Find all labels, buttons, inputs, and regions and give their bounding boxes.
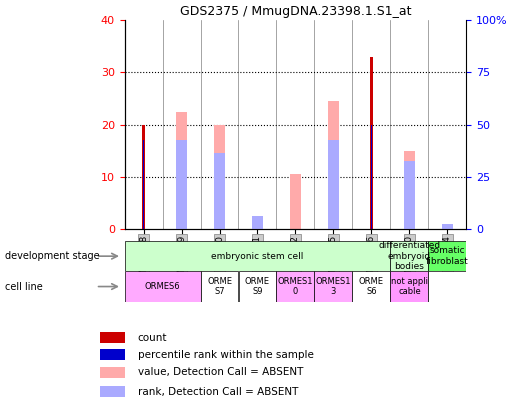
Bar xyxy=(125,271,200,302)
Text: ORME
S9: ORME S9 xyxy=(245,277,270,296)
Text: differentiated
embryoid
bodies: differentiated embryoid bodies xyxy=(378,241,440,271)
Bar xyxy=(238,271,277,302)
Bar xyxy=(143,140,145,229)
Bar xyxy=(352,271,391,302)
Text: ORME
S6: ORME S6 xyxy=(359,277,384,296)
Bar xyxy=(200,271,238,302)
Bar xyxy=(100,386,125,397)
Bar xyxy=(370,124,373,229)
Bar xyxy=(391,271,428,302)
Bar xyxy=(442,224,453,229)
Bar xyxy=(404,151,415,229)
Text: rank, Detection Call = ABSENT: rank, Detection Call = ABSENT xyxy=(138,387,298,397)
Text: cell line: cell line xyxy=(5,281,43,292)
Text: ORME
S7: ORME S7 xyxy=(207,277,232,296)
Bar xyxy=(252,216,263,229)
Text: percentile rank within the sample: percentile rank within the sample xyxy=(138,350,314,360)
Bar xyxy=(404,161,415,229)
Bar xyxy=(100,350,125,360)
Text: count: count xyxy=(138,333,167,343)
Bar xyxy=(290,174,301,229)
Text: development stage: development stage xyxy=(5,251,100,261)
Bar xyxy=(391,241,428,271)
Bar xyxy=(314,271,352,302)
Text: embryonic stem cell: embryonic stem cell xyxy=(211,252,304,261)
Bar xyxy=(100,367,125,378)
Title: GDS2375 / MmugDNA.23398.1.S1_at: GDS2375 / MmugDNA.23398.1.S1_at xyxy=(180,5,411,18)
Text: ORMES1
3: ORMES1 3 xyxy=(316,277,351,296)
Bar xyxy=(214,153,225,229)
Text: somatic
fibroblast: somatic fibroblast xyxy=(426,247,469,266)
Text: ORMES1
0: ORMES1 0 xyxy=(278,277,313,296)
Bar xyxy=(176,111,187,229)
Bar xyxy=(176,140,187,229)
Bar xyxy=(214,124,225,229)
Text: not appli
cable: not appli cable xyxy=(391,277,428,296)
Bar xyxy=(125,241,391,271)
Bar xyxy=(428,241,466,271)
Bar xyxy=(428,271,466,302)
Bar xyxy=(277,271,314,302)
Bar xyxy=(328,101,339,229)
Bar xyxy=(142,124,145,229)
Text: ORMES6: ORMES6 xyxy=(145,282,180,291)
Bar xyxy=(370,57,373,229)
Bar xyxy=(328,140,339,229)
Bar xyxy=(100,333,125,343)
Text: value, Detection Call = ABSENT: value, Detection Call = ABSENT xyxy=(138,367,303,377)
